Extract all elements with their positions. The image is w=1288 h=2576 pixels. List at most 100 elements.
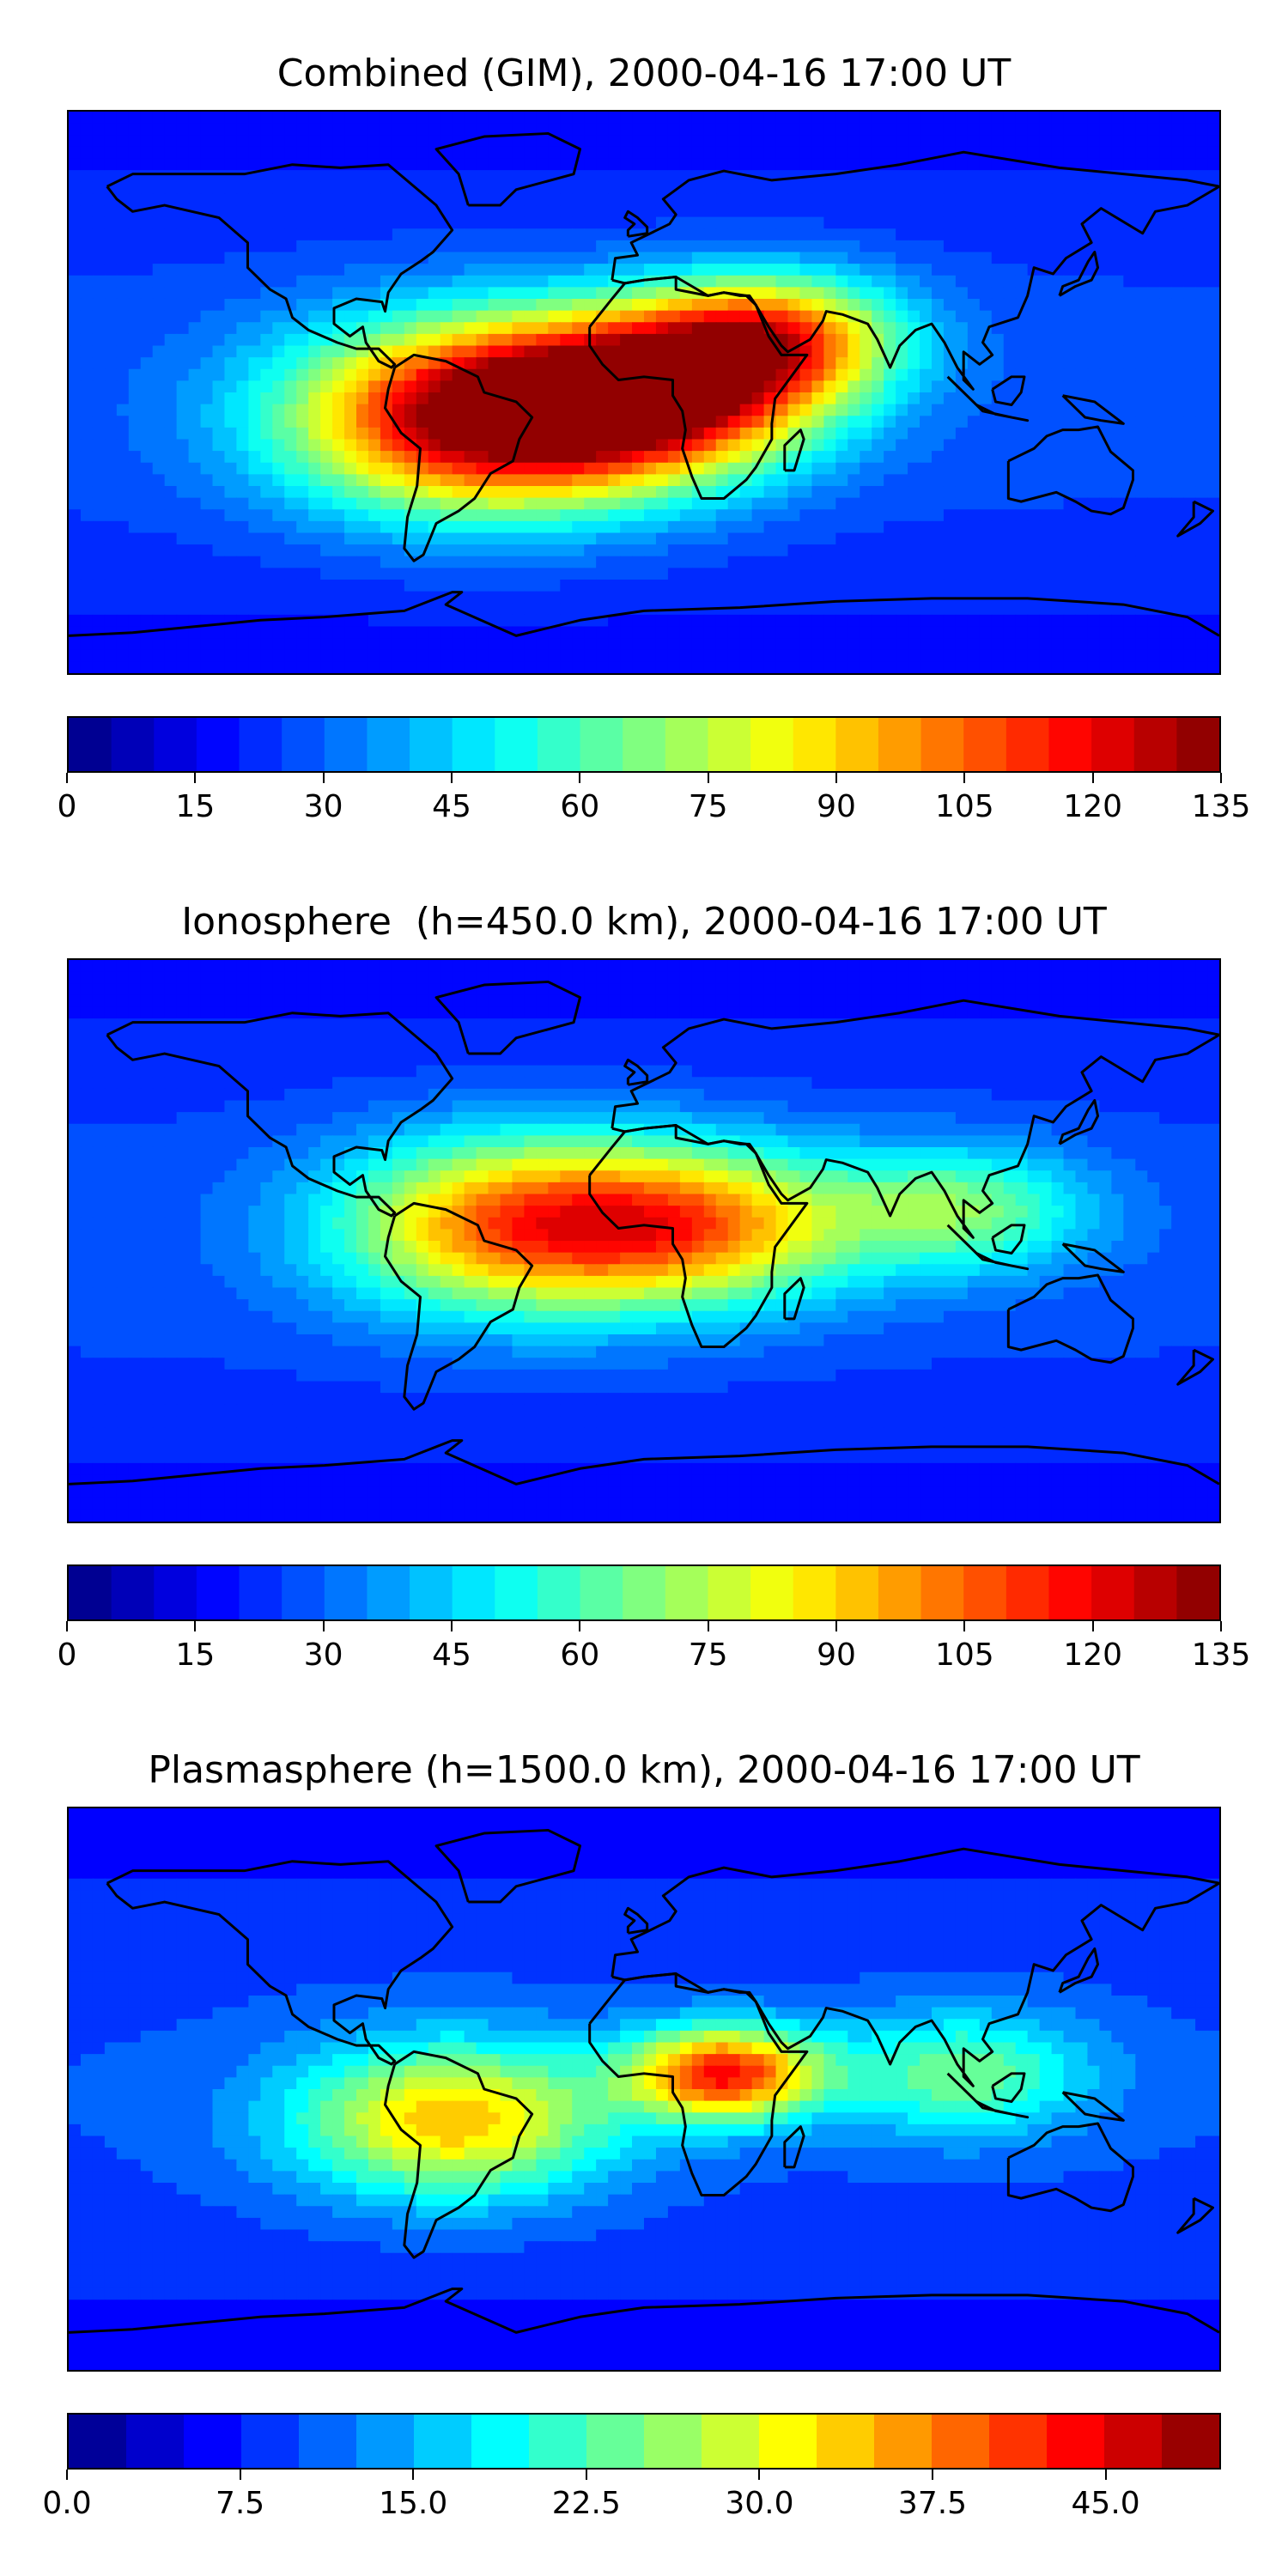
tec-cell <box>200 509 214 522</box>
tec-cell <box>500 520 513 534</box>
tec-cell <box>1195 205 1208 218</box>
tec-cell <box>332 486 345 499</box>
tec-cell <box>727 568 741 580</box>
tec-cell <box>320 404 333 416</box>
tec-cell <box>1147 544 1160 557</box>
tec-cell <box>703 427 717 440</box>
tec-cell <box>811 275 824 288</box>
tec-cell <box>1123 556 1136 568</box>
tec-cell <box>560 392 573 405</box>
tec-cell <box>332 591 345 604</box>
tec-cell <box>608 345 621 358</box>
tec-cell <box>811 380 824 393</box>
tec-cell <box>392 322 405 335</box>
tec-cell <box>560 509 573 522</box>
map-combined[interactable] <box>67 110 1221 675</box>
tec-cell <box>248 193 261 206</box>
tec-cell <box>596 181 609 194</box>
tec-cell <box>200 287 214 300</box>
tec-cell <box>1147 123 1160 136</box>
tec-cell <box>452 568 465 580</box>
tec-cell <box>260 427 273 440</box>
tec-cell <box>488 205 501 218</box>
tec-cell <box>548 486 561 499</box>
tec-cell <box>440 568 453 580</box>
tec-cell <box>164 252 178 264</box>
tec-cell <box>416 380 429 393</box>
tec-cell <box>296 146 309 160</box>
tec-cell <box>1051 603 1065 616</box>
tec-cell <box>691 451 705 464</box>
tec-cell <box>823 368 836 381</box>
tec-cell <box>1063 228 1077 241</box>
tec-cell <box>188 603 202 616</box>
tec-cell <box>512 298 526 312</box>
tec-cell <box>608 486 621 499</box>
tec-cell <box>655 556 669 568</box>
tec-cell <box>164 264 178 276</box>
tec-cell <box>763 275 777 288</box>
tec-cell <box>248 451 261 464</box>
tec-cell <box>308 474 321 487</box>
tec-cell <box>548 264 561 276</box>
tec-cell <box>428 322 441 335</box>
tec-cell <box>248 439 261 452</box>
tec-cell <box>1195 661 1208 673</box>
tec-cell <box>212 649 226 662</box>
tec-cell <box>763 544 777 557</box>
tec-cell <box>344 252 357 264</box>
tec-cell <box>1123 228 1136 241</box>
tec-cell <box>823 287 836 300</box>
tec-cell <box>164 520 178 534</box>
tec-cell <box>1183 416 1196 428</box>
tec-cell <box>1003 427 1017 440</box>
tec-cell <box>763 112 777 125</box>
tec-cell <box>1087 971 1101 984</box>
tec-cell <box>308 112 321 125</box>
tec-cell <box>500 112 513 125</box>
tec-cell <box>799 240 813 253</box>
map-ionosphere[interactable] <box>67 958 1221 1523</box>
tec-cell <box>344 287 357 300</box>
tec-cell <box>152 486 166 499</box>
tec-cell <box>1195 380 1208 393</box>
tec-cell <box>104 298 118 312</box>
tec-cell <box>560 404 573 416</box>
tec-cell <box>1171 649 1184 662</box>
tec-cell <box>548 474 561 487</box>
tec-cell <box>620 626 633 639</box>
tec-cell <box>176 287 190 300</box>
tec-cell <box>1099 520 1112 534</box>
tec-cell <box>991 486 1005 499</box>
tec-cell <box>848 146 860 160</box>
tec-cell <box>644 181 657 194</box>
tec-cell <box>1099 181 1112 194</box>
tec-cell <box>452 451 465 464</box>
tec-cell <box>679 509 693 522</box>
tec-cell <box>1075 287 1089 300</box>
tec-cell <box>1135 462 1148 475</box>
tec-cell <box>823 158 836 171</box>
tec-cell <box>464 544 477 557</box>
tec-cell <box>356 462 369 475</box>
tec-cell <box>1195 170 1208 183</box>
tec-cell <box>799 322 813 335</box>
tec-cell <box>943 310 957 323</box>
tec-cell <box>596 486 609 499</box>
tec-cell <box>572 661 585 673</box>
tec-cell <box>524 240 537 253</box>
tec-cell <box>344 170 357 183</box>
tec-cell <box>536 451 549 464</box>
tec-cell <box>884 135 896 148</box>
tec-cell <box>727 205 741 218</box>
tec-cell <box>703 368 717 381</box>
tec-cell <box>248 392 261 405</box>
tec-cell <box>440 322 453 335</box>
tec-cell <box>464 205 477 218</box>
tec-cell <box>1051 520 1065 534</box>
tec-cell <box>512 123 526 136</box>
tec-cell <box>176 193 190 206</box>
tec-cell <box>727 264 741 276</box>
tec-cell <box>991 427 1005 440</box>
tec-cell <box>967 661 981 673</box>
